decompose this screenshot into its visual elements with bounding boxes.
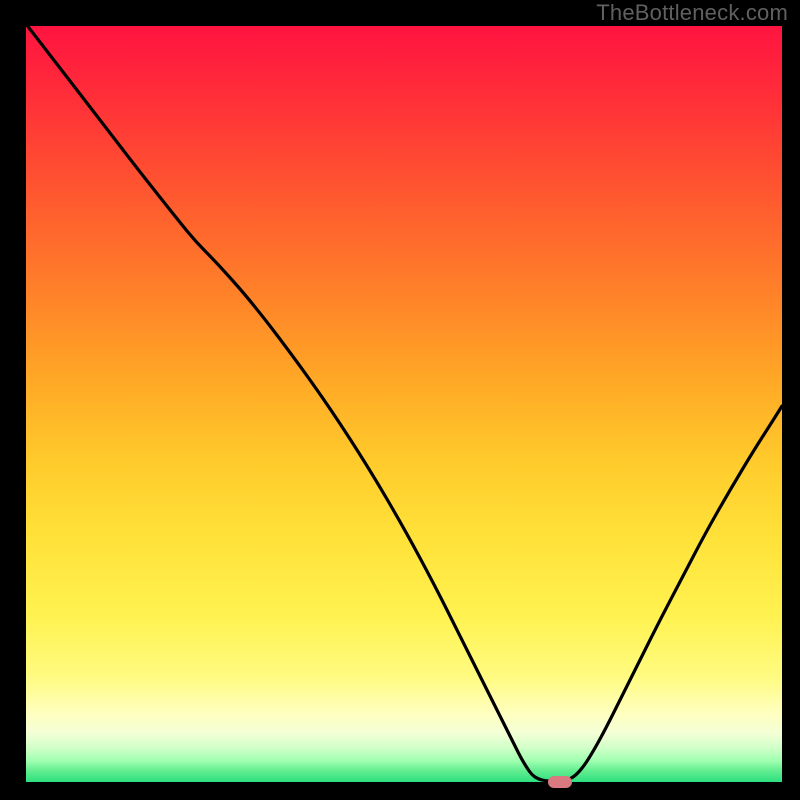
bottleneck-chart — [0, 0, 800, 800]
chart-container: TheBottleneck.com — [0, 0, 800, 800]
plot-background — [26, 26, 782, 782]
optimal-marker — [548, 776, 572, 788]
watermark-text: TheBottleneck.com — [596, 0, 788, 26]
